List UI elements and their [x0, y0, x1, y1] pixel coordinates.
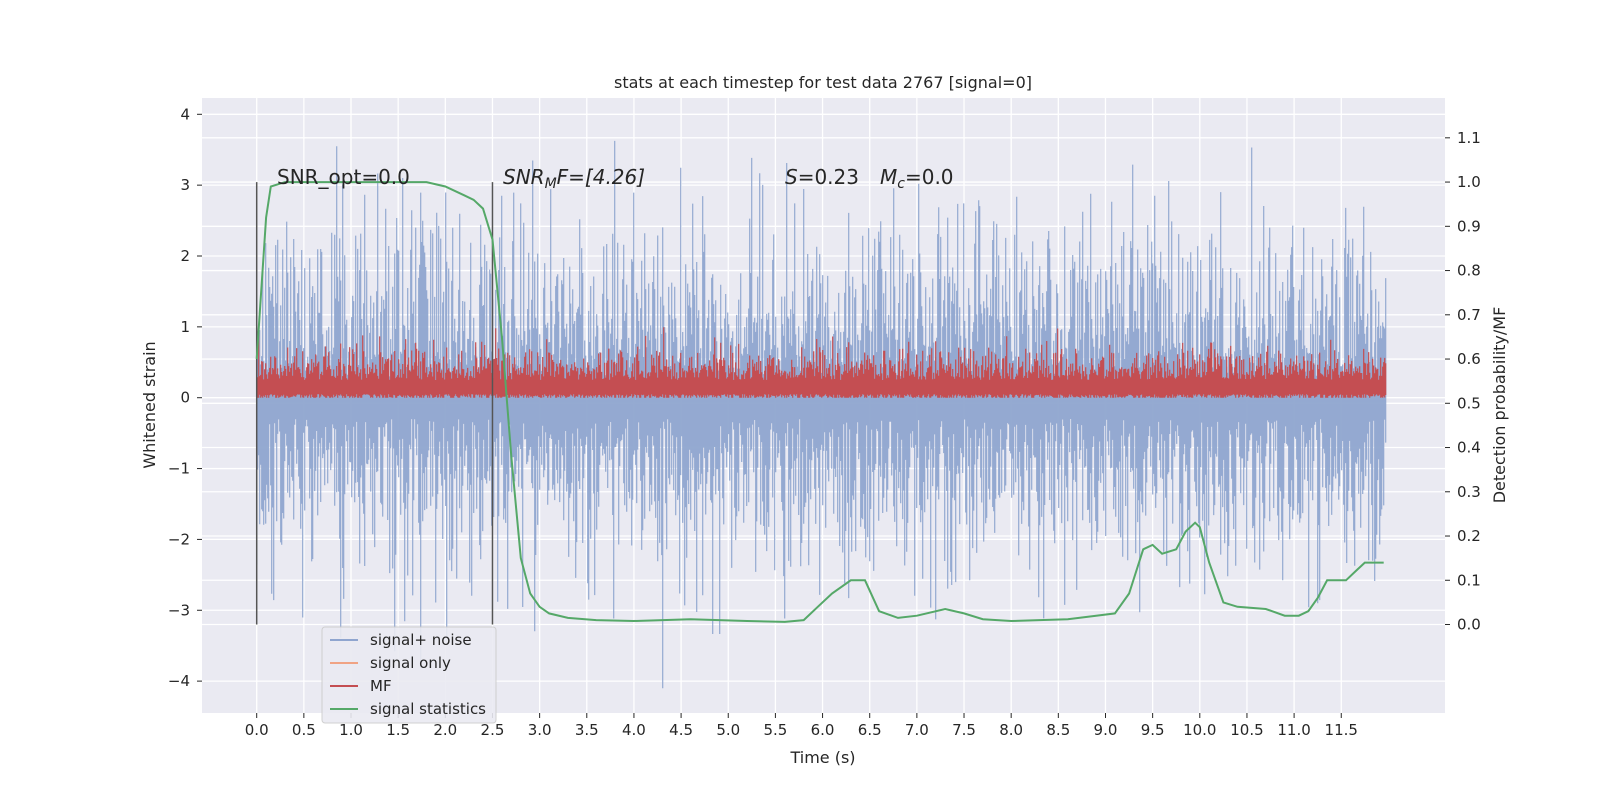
x-tick-label: 1.5	[386, 721, 410, 739]
y-right-tick-label: 1.0	[1457, 173, 1481, 191]
window-markers	[255, 182, 494, 625]
x-axis-label: Time (s)	[789, 748, 855, 767]
y-left-tick-label: 1	[180, 318, 190, 336]
x-tick-label: 8.0	[999, 721, 1023, 739]
y-left-tick-label: 4	[180, 105, 190, 123]
x-tick-label: 0.5	[292, 721, 316, 739]
x-tick-label: 8.5	[1046, 721, 1070, 739]
y-left-tick-label: 0	[180, 389, 190, 407]
chart-title: stats at each timestep for test data 276…	[614, 73, 1032, 92]
annotation-snr-opt: SNR_opt=0.0	[277, 165, 410, 189]
y-axis-label-left: Whitened strain	[140, 341, 159, 468]
x-tick-label: 5.0	[716, 721, 740, 739]
x-tick-label: 2.0	[433, 721, 457, 739]
y-right-tick-label: 0.1	[1457, 571, 1481, 589]
legend-label-signal: signal only	[370, 654, 451, 672]
y-right-tick-label: 0.4	[1457, 439, 1481, 457]
x-tick-label: 4.0	[622, 721, 646, 739]
legend-label-stat: signal statistics	[370, 700, 486, 718]
annotation-s: S=0.23	[785, 165, 859, 189]
x-ticks: 0.0 0.5 1.0 1.5 2.0 2.5 3.0 3.5 4.0 4.5 5.0 5.5 6.0 6…	[245, 713, 1358, 739]
x-tick-label: 9.5	[1141, 721, 1165, 739]
x-tick-label: 7.5	[952, 721, 976, 739]
y-right-tick-label: 0.5	[1457, 394, 1481, 412]
signal-statistics-line	[255, 181, 1384, 623]
y-left-tick-label: −3	[168, 601, 190, 619]
x-tick-label: 5.5	[763, 721, 787, 739]
legend-label-noise: signal+ noise	[370, 631, 472, 649]
y-ticks-left: 4 3 2 1 0 −1 −2 −3 −4	[168, 105, 202, 690]
annotation-snr-mf: SNRMF=[4.26]	[503, 165, 645, 192]
y-left-tick-label: −1	[168, 460, 190, 478]
y-right-tick-label: 0.0	[1457, 616, 1481, 634]
y-left-tick-label: −4	[168, 672, 190, 690]
x-tick-label: 0.0	[245, 721, 269, 739]
x-tick-label: 11.0	[1277, 721, 1310, 739]
x-tick-label: 10.0	[1183, 721, 1216, 739]
x-tick-label: 10.5	[1230, 721, 1263, 739]
y-left-tick-label: 3	[180, 176, 190, 194]
y-left-tick-label: 2	[180, 247, 190, 265]
y-right-tick-label: 1.1	[1457, 129, 1481, 147]
x-tick-label: 2.5	[481, 721, 505, 739]
y-axis-label-right: Detection probability/MF	[1490, 307, 1509, 504]
x-tick-label: 11.5	[1325, 721, 1358, 739]
y-right-tick-label: 0.7	[1457, 306, 1481, 324]
annotation-mc: Mc=0.0	[880, 165, 954, 192]
x-tick-label: 4.5	[669, 721, 693, 739]
x-tick-label: 3.0	[528, 721, 552, 739]
y-right-tick-label: 0.3	[1457, 483, 1481, 501]
x-tick-label: 6.5	[858, 721, 882, 739]
y-right-tick-label: 0.2	[1457, 527, 1481, 545]
x-tick-label: 1.0	[339, 721, 363, 739]
legend: signal+ noise signal only MF signal stat…	[321, 626, 497, 724]
x-tick-label: 6.0	[811, 721, 835, 739]
y-ticks-right: 1.1 1.0 0.9 0.8 0.7 0.6 0.5 0.4 0.3 0.2 0.1 0.0	[1445, 129, 1481, 634]
legend-box	[321, 626, 497, 724]
y-right-tick-label: 0.6	[1457, 350, 1481, 368]
y-right-tick-label: 0.8	[1457, 262, 1481, 280]
y-right-tick-label: 0.9	[1457, 217, 1481, 235]
y-left-tick-label: −2	[168, 530, 190, 548]
x-tick-label: 9.0	[1094, 721, 1118, 739]
x-tick-label: 7.0	[905, 721, 929, 739]
legend-label-mf: MF	[370, 677, 392, 695]
x-tick-label: 3.5	[575, 721, 599, 739]
